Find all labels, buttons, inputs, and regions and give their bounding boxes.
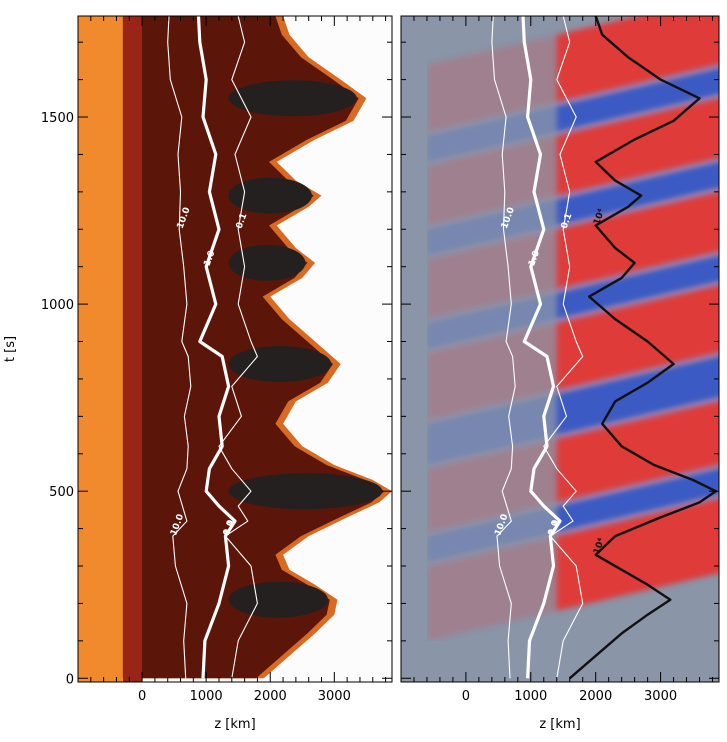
right-band-down [556,16,719,103]
right-band-faint-down [427,438,557,533]
right-x-axis-title: z [km] [539,717,580,732]
left-contours: 10.010.01.01.00.10.1 [167,16,258,679]
right-band-up [556,468,719,533]
right-band-faint-down [427,135,557,226]
right-contour-1 [521,16,562,679]
right-band-up [556,68,719,132]
left-contour-0 [167,16,192,679]
y-axis-title: t [s] [3,336,18,362]
right-band-faint-down [427,34,557,133]
right-x-tick-label: 0 [462,689,470,704]
left-body-fill [78,16,385,679]
left-hot-pocket [228,581,328,618]
right-band-up [556,356,719,436]
left-heatmap: 10.010.01.01.00.10.1 [78,16,392,682]
left-y-ticks: 0 500 1000 1500 [41,41,392,687]
right-band-faint-up [427,105,557,162]
left-y-tick-label: 1000 [41,298,74,313]
left-y-tick-label: 0 [66,672,74,687]
left-hot-pocket [228,80,357,117]
left-hot-pocket [228,244,306,281]
left-x-ticks: 0 1000 2000 3000 [77,16,387,704]
right-band-faint-up [427,292,557,350]
left-contour-1 [196,16,237,679]
left-hot-pocket [228,473,383,510]
right-x-tick-label: 3000 [644,689,677,704]
left-contour-2 [218,16,258,679]
right-band-down [556,98,719,196]
right-band-down [556,498,719,611]
right-band-faint-down [427,322,557,421]
left-x-tick-label: 1000 [190,689,223,704]
left-x-tick-label: 3000 [318,689,351,704]
left-hot-pocket [228,346,332,382]
left-hot-regions [228,80,383,618]
right-band-faint-up [427,506,557,563]
right-band-down [556,285,719,391]
right-y-ticks [401,41,719,679]
right-band-faint-up [427,199,557,256]
left-x-axis-title: z [km] [214,717,255,732]
right-band-faint-down [427,229,557,320]
left-panel: 10.010.01.01.00.10.1 0 1000 2000 3000 0 500 1… [3,15,393,732]
left-y-tick-label: 500 [49,485,74,500]
right-velocity-bands [427,16,719,641]
left-x-tick-label: 2000 [254,689,287,704]
right-contour-3 [568,16,717,680]
right-band-down [556,191,719,290]
left-hot-pocket [228,177,312,214]
right-contour-2 [543,16,584,679]
right-x-tick-label: 2000 [579,689,612,704]
left-x-tick-label: 0 [138,689,146,704]
right-x-tick-label: 1000 [514,689,547,704]
left-band-fill [122,16,143,682]
left-y-tick-label: 1500 [41,111,74,126]
right-band-faint-up [427,393,557,466]
right-band-down [556,401,719,503]
right-x-ticks: 0 1000 2000 3000 [400,16,714,704]
right-contour-0 [491,16,516,679]
left-plot-frame [77,15,393,683]
right-plot-frame [400,15,720,683]
left-photosphere-fill [78,16,123,682]
right-band-faint-down [427,536,557,641]
